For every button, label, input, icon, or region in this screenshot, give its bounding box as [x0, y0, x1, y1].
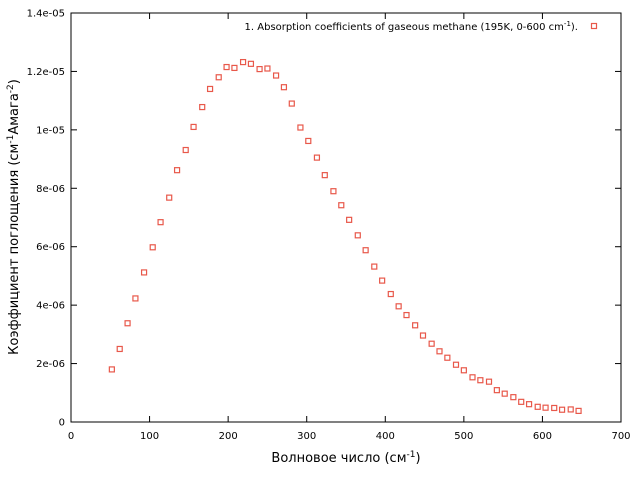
y-tick-label: 2e-06 — [36, 359, 65, 370]
data-point — [485, 378, 493, 385]
x-tick-label: 500 — [454, 431, 473, 442]
data-point — [206, 85, 214, 93]
x-tick-label: 600 — [533, 431, 552, 442]
data-point — [166, 194, 173, 201]
data-point — [444, 354, 451, 361]
data-point — [288, 100, 295, 107]
y-tick-label: 1.4e-05 — [27, 9, 65, 20]
data-point — [280, 84, 288, 91]
data-point — [403, 311, 410, 319]
x-tick-label: 300 — [297, 431, 316, 442]
data-point — [231, 64, 238, 72]
plot-frame — [70, 12, 622, 423]
data-point — [264, 65, 271, 72]
data-point — [190, 123, 197, 131]
data-point — [272, 72, 280, 79]
data-point — [518, 398, 525, 405]
legend-entry-label: 1. Absorption coefficients of gaseous me… — [245, 20, 578, 33]
data-point — [256, 65, 263, 73]
data-point — [395, 303, 402, 310]
data-point — [542, 404, 549, 411]
y-axis-ticks: 0 2e-06 4e-06 6e-06 8e-06 1e-05 1.2e-05 1.4e-05 — [27, 9, 621, 429]
x-tick-label: 700 — [611, 431, 630, 442]
data-point — [157, 219, 164, 226]
data-point — [575, 407, 582, 414]
data-point — [223, 63, 230, 71]
data-point — [173, 167, 181, 174]
data-point — [215, 74, 222, 81]
data-point — [452, 361, 460, 368]
legend: 1. Absorption coefficients of gaseous me… — [245, 20, 598, 33]
data-point — [108, 366, 115, 373]
data-point — [558, 406, 566, 413]
data-point — [460, 367, 467, 374]
data-point — [469, 374, 476, 381]
x-axis-label: Волновое число (см-1) — [271, 450, 420, 466]
data-point — [534, 403, 541, 410]
x-tick-label: 200 — [219, 431, 238, 442]
data-point — [313, 154, 321, 161]
y-tick-label: 8e-06 — [36, 184, 65, 195]
data-point — [354, 232, 361, 239]
data-point — [436, 348, 443, 355]
data-point — [412, 322, 419, 329]
y-axis-label: Коэффициент поглощения (см-1Амага-2) — [6, 79, 22, 355]
data-point — [387, 290, 394, 298]
data-point — [321, 172, 328, 179]
x-tick-label: 0 — [68, 431, 74, 442]
data-point — [297, 124, 304, 131]
y-tick-label: 4e-06 — [36, 301, 65, 312]
data-point — [477, 377, 484, 384]
data-point — [567, 406, 574, 413]
y-tick-label: 0 — [59, 418, 65, 429]
data-points — [108, 58, 582, 414]
y-tick-label: 6e-06 — [36, 242, 65, 253]
data-point — [116, 345, 123, 353]
data-point — [525, 401, 533, 408]
data-point — [379, 277, 386, 284]
y-tick-label: 1e-05 — [36, 125, 65, 136]
data-point — [247, 60, 255, 67]
data-point — [371, 263, 378, 270]
data-point — [199, 103, 206, 111]
data-point — [493, 387, 500, 394]
data-point — [428, 340, 435, 347]
x-tick-label: 100 — [140, 431, 159, 442]
y-tick-label: 1.2e-05 — [27, 67, 65, 78]
x-tick-label: 400 — [376, 431, 395, 442]
data-point — [501, 390, 508, 397]
data-point — [182, 146, 189, 154]
data-point — [140, 269, 148, 276]
data-point — [362, 247, 369, 254]
data-point — [132, 295, 139, 302]
data-point — [330, 188, 337, 195]
data-point — [510, 394, 517, 401]
data-point — [239, 58, 247, 66]
data-point — [149, 244, 156, 251]
x-axis-ticks: 0 100 200 300 400 500 600 700 — [68, 13, 631, 442]
legend-marker — [590, 22, 598, 30]
data-point — [551, 404, 558, 412]
data-point — [346, 216, 353, 223]
data-point — [338, 202, 345, 209]
data-point — [419, 332, 427, 339]
data-point — [124, 320, 131, 327]
data-point — [305, 137, 312, 145]
